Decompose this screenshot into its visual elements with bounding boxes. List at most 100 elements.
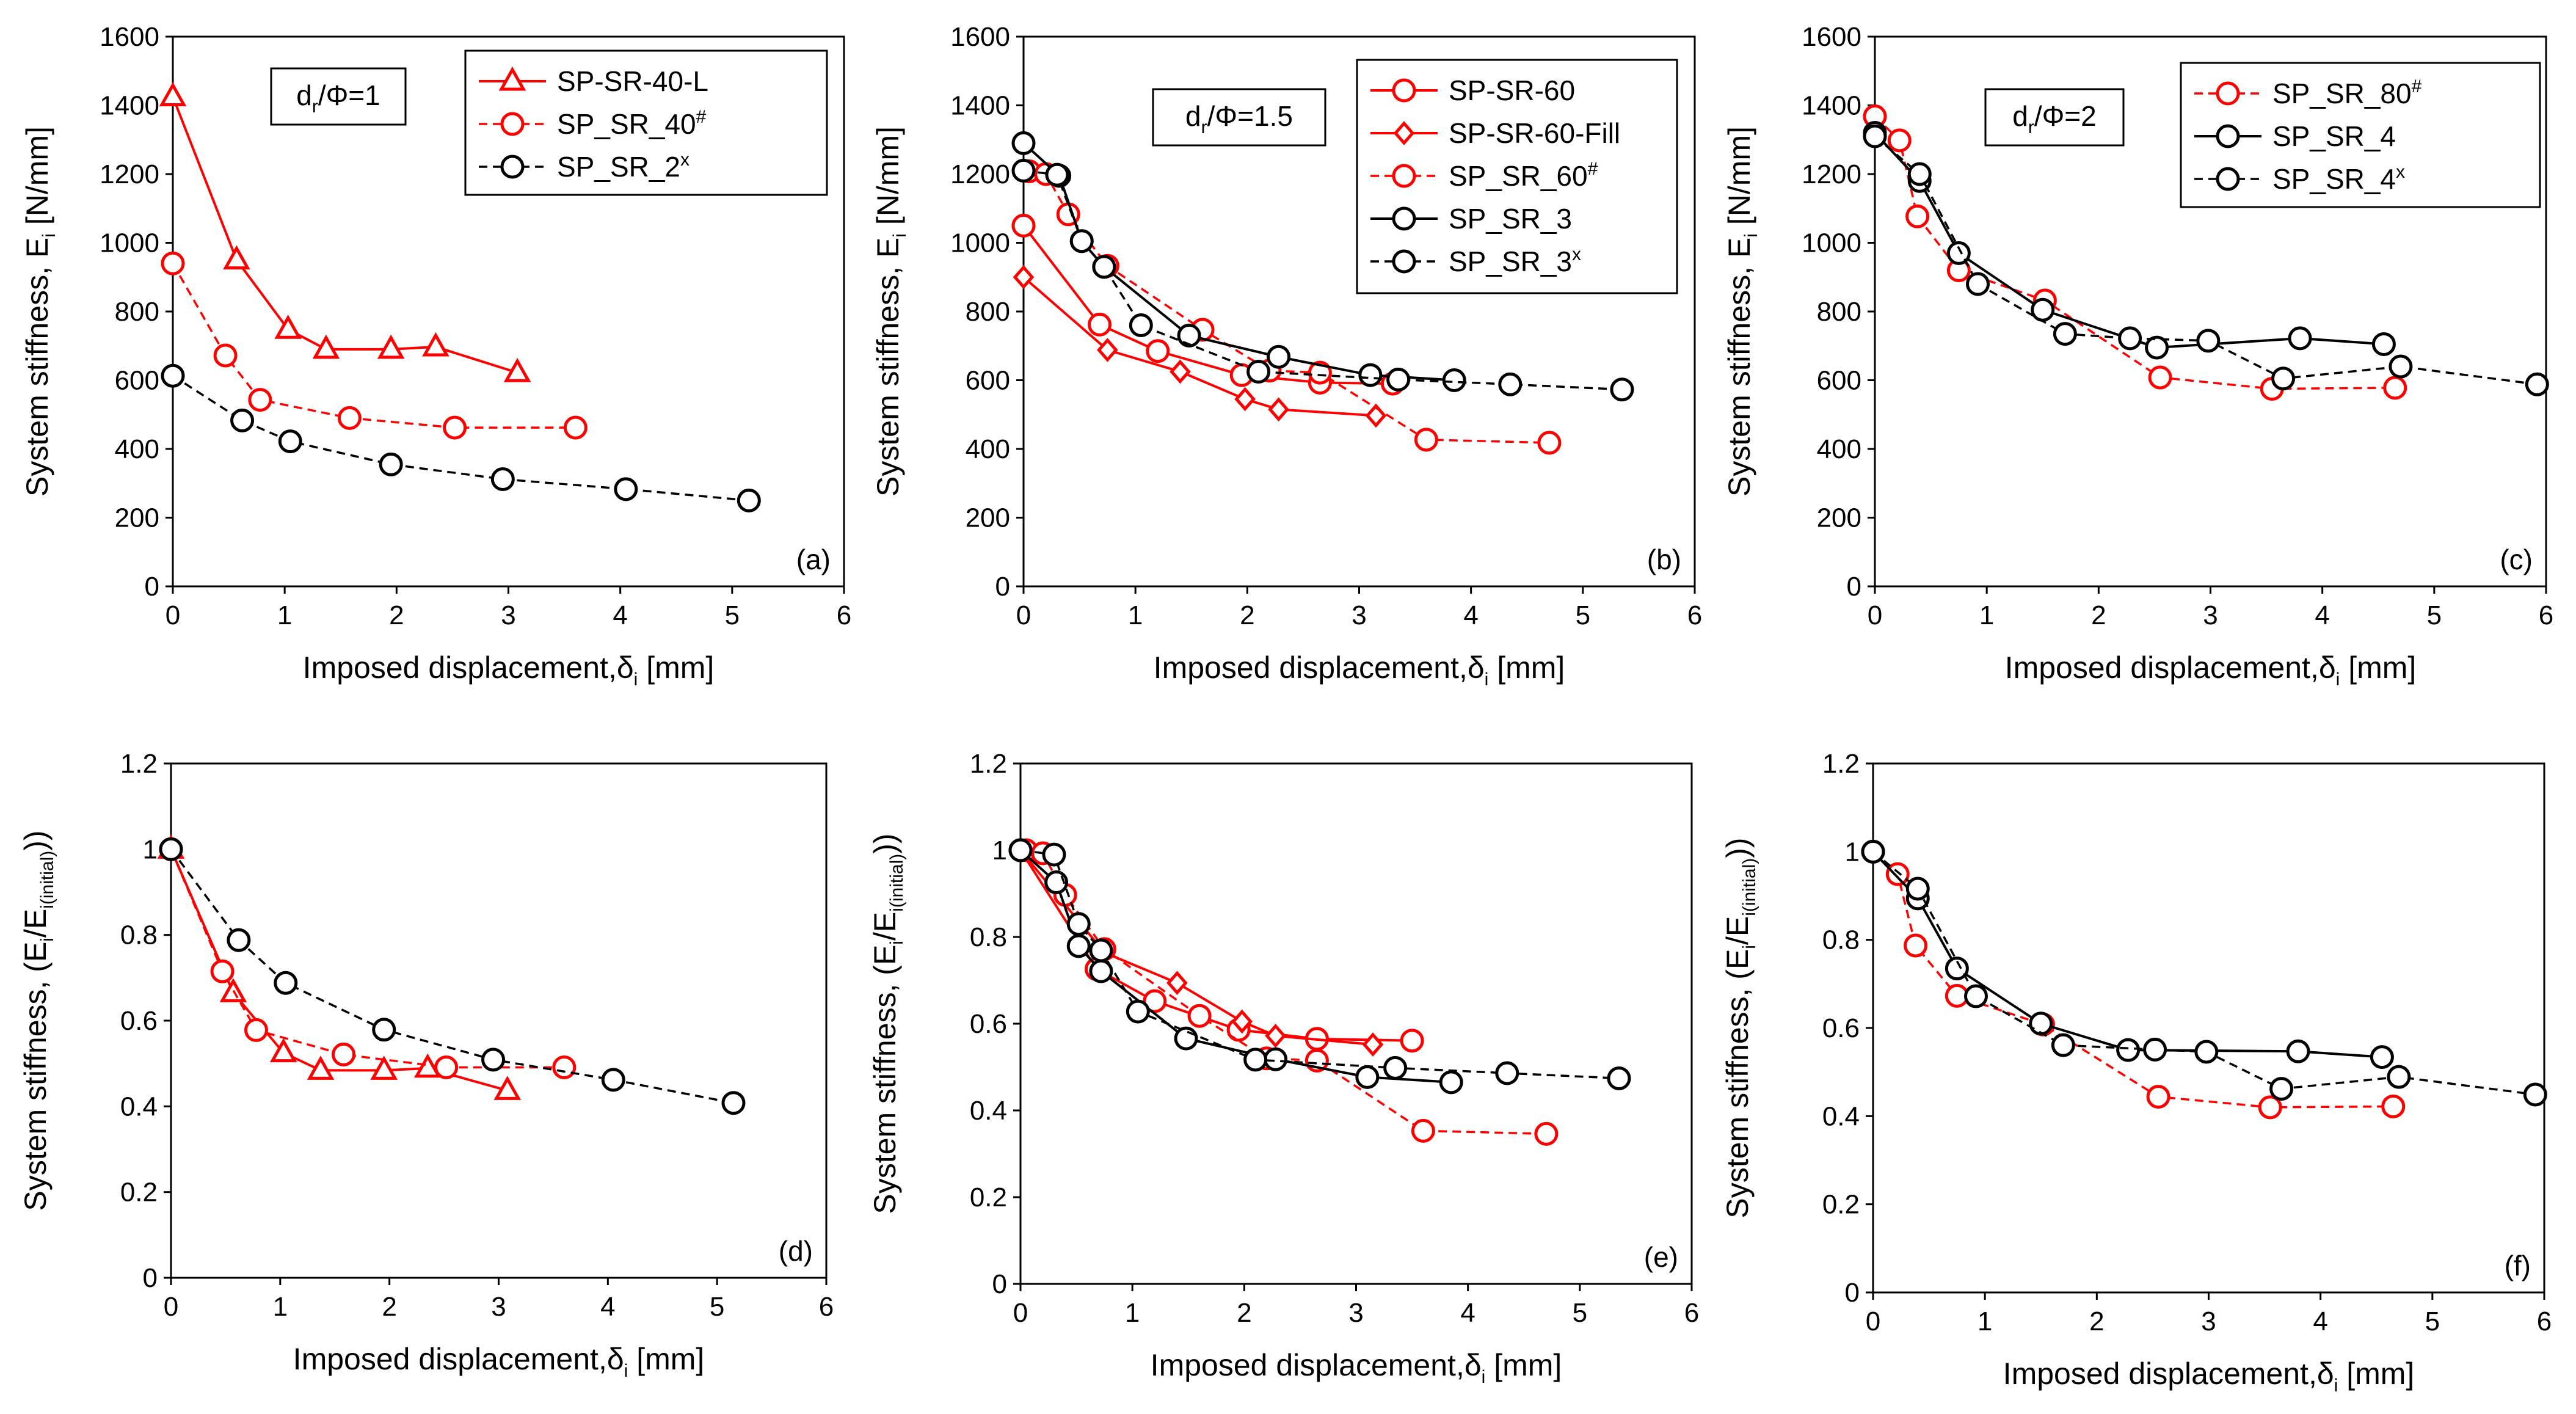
data-point bbox=[563, 415, 588, 440]
chart-c: 0 200 400 600 800 1000 1200 1400 1600 0 1 2 3 4 5 6 Impo… bbox=[1722, 22, 2553, 690]
data-point bbox=[2387, 1065, 2411, 1089]
data-point bbox=[2029, 1011, 2053, 1036]
legend-entry: SP_SR_60# bbox=[1449, 159, 1598, 192]
data-point bbox=[2258, 1095, 2282, 1120]
data-point bbox=[1011, 158, 1036, 183]
data-point bbox=[1495, 1061, 1519, 1085]
x-tick-label: 3 bbox=[1348, 1298, 1363, 1328]
series-SP_SR_40# bbox=[161, 251, 588, 440]
series-SP_SR_2x bbox=[159, 837, 746, 1115]
x-tick-label: 3 bbox=[2201, 1306, 2216, 1336]
x-tick-label: 5 bbox=[2427, 600, 2442, 630]
x-tick-label: 0 bbox=[1016, 600, 1031, 630]
data-point bbox=[2031, 297, 2055, 322]
data-point bbox=[1607, 1066, 1631, 1090]
data-point bbox=[1414, 428, 1438, 452]
data-point bbox=[278, 429, 302, 454]
legend-entry: SP-SR-60 bbox=[1449, 75, 1575, 106]
data-point bbox=[2194, 1040, 2219, 1064]
y-tick-label: 1 bbox=[1845, 837, 1860, 867]
data-point bbox=[2370, 1045, 2394, 1070]
data-point bbox=[490, 467, 515, 491]
series-SP_SR_4 bbox=[1861, 839, 2394, 1070]
data-point bbox=[2146, 1085, 2170, 1109]
series-SP_SR_4x bbox=[1861, 839, 2547, 1107]
data-point bbox=[244, 1018, 268, 1042]
series-SP_SR_80# bbox=[1861, 839, 2406, 1120]
data-point bbox=[1045, 162, 1069, 187]
data-point bbox=[1097, 338, 1118, 362]
series-line bbox=[1022, 225, 1393, 385]
x-tick-label: 6 bbox=[1684, 1298, 1699, 1328]
x-tick-label: 6 bbox=[2537, 1306, 2552, 1336]
x-tick-label: 2 bbox=[1240, 600, 1254, 630]
x-tick-label: 2 bbox=[389, 600, 404, 630]
data-point bbox=[1013, 264, 1035, 290]
y-tick-label: 0.4 bbox=[120, 1091, 158, 1121]
y-tick-label: 1400 bbox=[1802, 91, 1861, 121]
data-point bbox=[332, 1042, 356, 1066]
series-SP_SR_60# bbox=[1014, 838, 1559, 1146]
x-tick-label: 5 bbox=[725, 600, 740, 630]
y-tick-label: 0 bbox=[995, 572, 1010, 602]
data-point bbox=[1246, 359, 1271, 384]
y-tick-label: 0 bbox=[145, 572, 159, 602]
data-point bbox=[1386, 367, 1411, 392]
annotation-box bbox=[1152, 88, 1326, 147]
data-point bbox=[2145, 335, 2169, 360]
y-tick-label: 1000 bbox=[950, 228, 1010, 258]
data-point bbox=[1231, 1009, 1253, 1034]
series-line bbox=[1874, 135, 2538, 385]
data-point bbox=[1863, 124, 1887, 148]
legend-swatch-marker bbox=[498, 66, 526, 91]
data-point bbox=[1905, 876, 1930, 901]
data-point bbox=[1861, 839, 1885, 864]
legend-swatch-marker bbox=[1392, 249, 1416, 274]
x-tick-label: 0 bbox=[1013, 1298, 1028, 1328]
x-tick-label: 6 bbox=[2539, 600, 2553, 630]
y-tick-label: 1600 bbox=[950, 22, 1010, 52]
x-tick-label: 4 bbox=[600, 1292, 615, 1322]
series-SP_SR_40# bbox=[159, 837, 577, 1079]
x-tick-label: 0 bbox=[164, 1292, 178, 1322]
x-tick-label: 5 bbox=[1573, 1298, 1587, 1328]
series-SP_SR_2x bbox=[161, 363, 761, 512]
data-point bbox=[1964, 984, 1988, 1008]
x-tick-label: 4 bbox=[613, 600, 627, 630]
legend-swatch-marker bbox=[500, 155, 525, 179]
data-point bbox=[1066, 912, 1091, 936]
x-tick-label: 2 bbox=[382, 1292, 396, 1322]
data-point bbox=[1887, 128, 1912, 153]
series-SP_SR_3 bbox=[1008, 838, 1463, 1095]
y-tick-label: 200 bbox=[1817, 503, 1861, 533]
panel-label: (a) bbox=[796, 544, 831, 575]
x-tick-label: 2 bbox=[2089, 1306, 2104, 1336]
y-tick-label: 1000 bbox=[100, 228, 159, 258]
data-point bbox=[210, 959, 235, 983]
data-point bbox=[1358, 363, 1383, 387]
data-point bbox=[1610, 377, 1634, 402]
x-tick-label: 4 bbox=[1463, 600, 1478, 630]
data-point bbox=[307, 1055, 335, 1080]
y-tick-label: 600 bbox=[966, 366, 1010, 396]
x-tick-label: 5 bbox=[710, 1292, 724, 1322]
data-point bbox=[1264, 1047, 1288, 1071]
legend: SP_SR_80# SP_SR_4 SP_SR_4x bbox=[2180, 62, 2541, 208]
data-point bbox=[2269, 1077, 2294, 1101]
data-point bbox=[248, 388, 272, 412]
x-axis-label: Imposed displacement,δi [mm] bbox=[303, 651, 715, 690]
data-point bbox=[1042, 842, 1066, 867]
legend-swatch-marker bbox=[1393, 121, 1415, 145]
chart-b: 0 200 400 600 800 1000 1200 1400 1600 0 1 2 3 4 5 6 Impo… bbox=[871, 22, 1702, 690]
legend-box bbox=[464, 49, 828, 196]
y-tick-label: 0.4 bbox=[970, 1096, 1007, 1126]
y-tick-label: 0 bbox=[992, 1269, 1007, 1299]
data-point bbox=[274, 315, 302, 339]
data-point bbox=[161, 251, 185, 275]
y-axis-label: System stiffness, (Ei/Ei(initial))) bbox=[18, 830, 57, 1211]
data-point bbox=[2118, 326, 2142, 351]
y-tick-label: 0.6 bbox=[120, 1006, 158, 1036]
y-tick-label: 1.2 bbox=[120, 749, 158, 779]
data-point bbox=[1170, 359, 1191, 384]
y-tick-label: 600 bbox=[115, 366, 159, 396]
